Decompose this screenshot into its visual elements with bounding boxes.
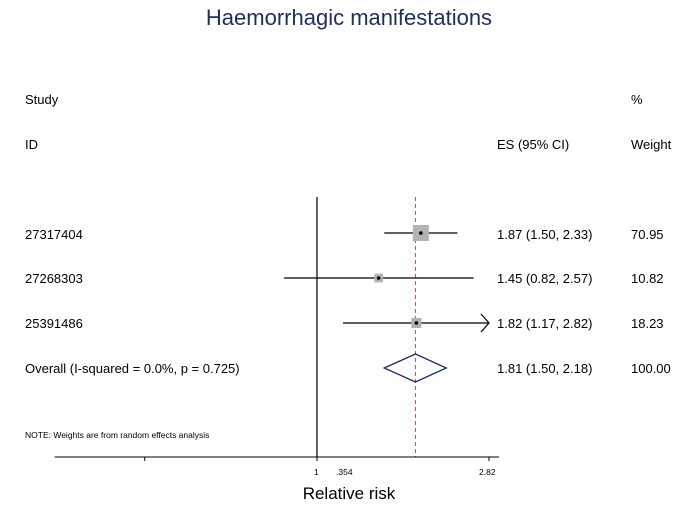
overall-es-label: 1.81 (1.50, 2.18) — [497, 361, 593, 376]
weights-note: NOTE: Weights are from random effects an… — [25, 430, 210, 440]
study-weight-label: 70.95 — [631, 227, 664, 242]
study-es-label: 1.45 (0.82, 2.57) — [497, 271, 593, 286]
overall-diamond — [382, 353, 448, 383]
study-weight-label: 10.82 — [631, 271, 664, 286]
study-weight-label: 18.23 — [631, 316, 664, 331]
study-header: Study — [25, 92, 59, 107]
overall-weight-label: 100.00 — [631, 361, 671, 376]
x-tick-label: .354 — [336, 467, 353, 477]
x-axis-label: Relative risk — [302, 484, 396, 503]
study-es-label: 1.82 (1.17, 2.82) — [497, 316, 593, 331]
study-id-label: 27317404 — [25, 227, 83, 242]
id-header: ID — [25, 137, 38, 152]
study-id-label: 27268303 — [25, 271, 83, 286]
study-es-label: 1.87 (1.50, 2.33) — [497, 227, 593, 242]
es-header: ES (95% CI) — [497, 137, 570, 152]
percent-header: % — [631, 92, 643, 107]
weight-header: Weight — [631, 137, 672, 152]
study-id-label: 25391486 — [25, 316, 83, 331]
x-tick-label: 2.82 — [479, 467, 496, 477]
point-estimate — [414, 321, 419, 325]
overall-label: Overall (I-squared = 0.0%, p = 0.725) — [25, 361, 240, 376]
x-tick-label: 1 — [314, 467, 319, 477]
point-estimate — [376, 276, 381, 280]
point-estimate — [419, 231, 423, 235]
chart-title: Haemorrhagic manifestations — [205, 5, 493, 30]
ci-arrow — [480, 313, 490, 333]
